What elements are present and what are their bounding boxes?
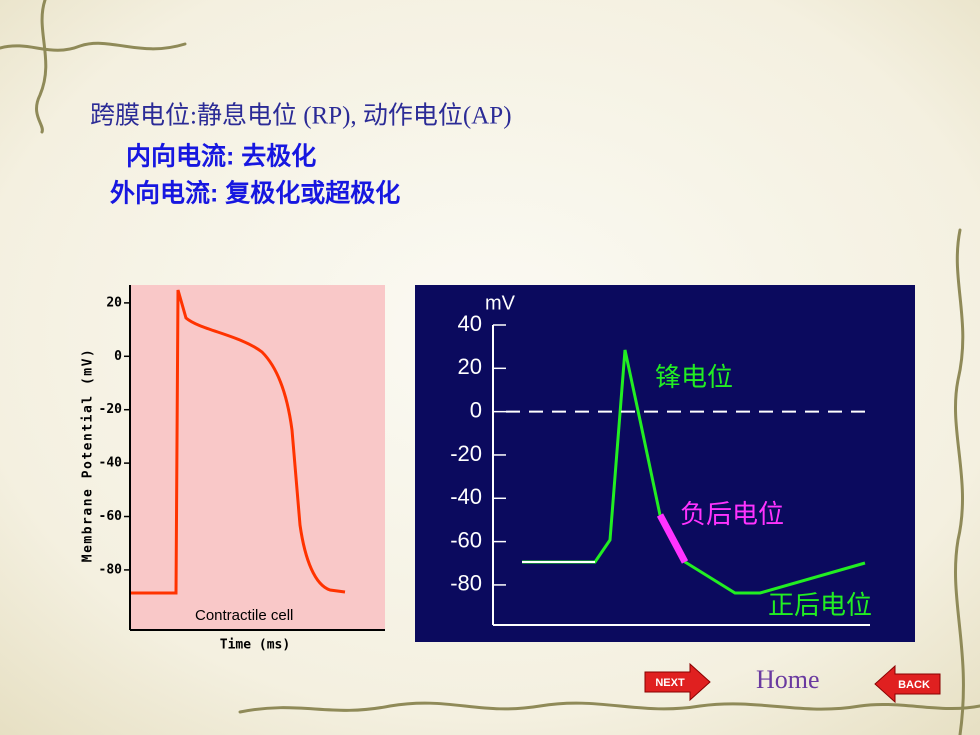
next-label[interactable]: NEXT	[655, 677, 685, 689]
home-link[interactable]: Home	[756, 665, 820, 694]
ap-curve	[130, 289, 346, 595]
x-axis-label: Time (ms)	[220, 638, 290, 653]
y-unit: mV	[485, 292, 516, 314]
chart-contractile: Membrane Potential (mV) Time (ms) Contra…	[81, 285, 385, 653]
caption: Contractile cell	[195, 607, 293, 624]
y-tick-label: 20	[106, 295, 122, 310]
back-button[interactable]: BACK	[874, 664, 941, 704]
back-arrow	[874, 664, 941, 704]
y-tick-label: -80	[450, 571, 482, 596]
y-tick-label: 0	[114, 349, 122, 364]
y-tick-label: -20	[450, 441, 482, 466]
y-tick-label: -60	[450, 527, 482, 552]
slide-title: 跨膜电位:静息电位 (RP), 动作电位(AP)	[90, 102, 512, 130]
y-tick-label: 40	[458, 311, 482, 336]
subtitle: 外向电流: 复极化或超极化	[110, 179, 400, 208]
annotation: 锋电位	[655, 363, 733, 392]
y-axis-label: Membrane Potential (mV)	[81, 348, 96, 563]
annotation: 正后电位	[768, 591, 872, 620]
annotation: 负后电位	[680, 500, 784, 529]
y-tick-label: -60	[99, 509, 123, 524]
y-tick-label: -20	[99, 402, 123, 417]
plot-area	[130, 285, 385, 630]
next-button[interactable]: NEXT	[644, 662, 711, 702]
subtitle: 内向电流: 去极化	[126, 142, 316, 171]
back-label[interactable]: BACK	[898, 679, 930, 691]
negative-afterpotential	[656, 513, 689, 564]
y-tick-label: 0	[470, 397, 482, 422]
y-tick-label: -40	[450, 484, 482, 509]
y-tick-label: -40	[99, 456, 123, 471]
plot-area	[415, 285, 915, 642]
ap-curve	[522, 349, 866, 595]
y-tick-label: -80	[99, 562, 123, 577]
chart-potentials: mV 锋电位 负后电位 正后电位 40 20 0 -20 -40 -60 -80	[415, 285, 915, 642]
y-tick-label: 20	[458, 354, 482, 379]
next-arrow	[644, 662, 711, 702]
